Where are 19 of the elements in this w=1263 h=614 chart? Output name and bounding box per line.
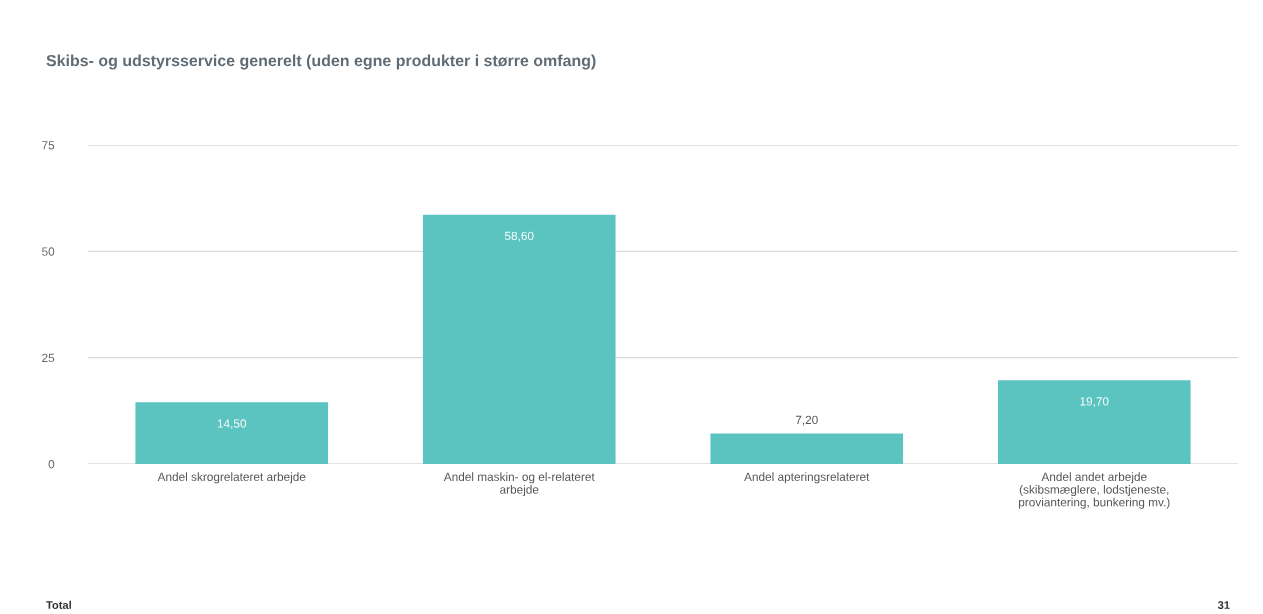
text: Total: [46, 600, 71, 609]
x-tick-label: Andel apteringsrelateret: [744, 472, 870, 484]
x-tick-label: Andel maskin- og el-relateret arbejde: [443, 472, 595, 497]
data-label: 14,50: [217, 419, 247, 430]
bar: [710, 433, 904, 464]
data-label: 7,20: [795, 415, 818, 426]
bar: [422, 214, 616, 464]
bar: [135, 402, 329, 464]
bar: [997, 380, 1191, 464]
y-tick-label: 50: [42, 247, 55, 256]
y-tick-label: 25: [42, 353, 55, 363]
y-tick-label: 75: [42, 141, 55, 150]
x-tick-label: Andel andet arbejde (skibsmæglere, lodstjeneste, proviantering, bunkering mv.): [1019, 472, 1170, 509]
chart-title: Skibs- og udstyrsservice generelt (uden egne produkter i større omfang): [46, 54, 596, 70]
data-label: 58,60: [504, 231, 534, 242]
x-tick-label: Andel skrogrelateret arbejde: [157, 472, 306, 484]
data-label: 19,70: [1080, 397, 1109, 407]
text: 31: [1217, 601, 1230, 609]
y-tick-label: 0: [48, 460, 55, 469]
